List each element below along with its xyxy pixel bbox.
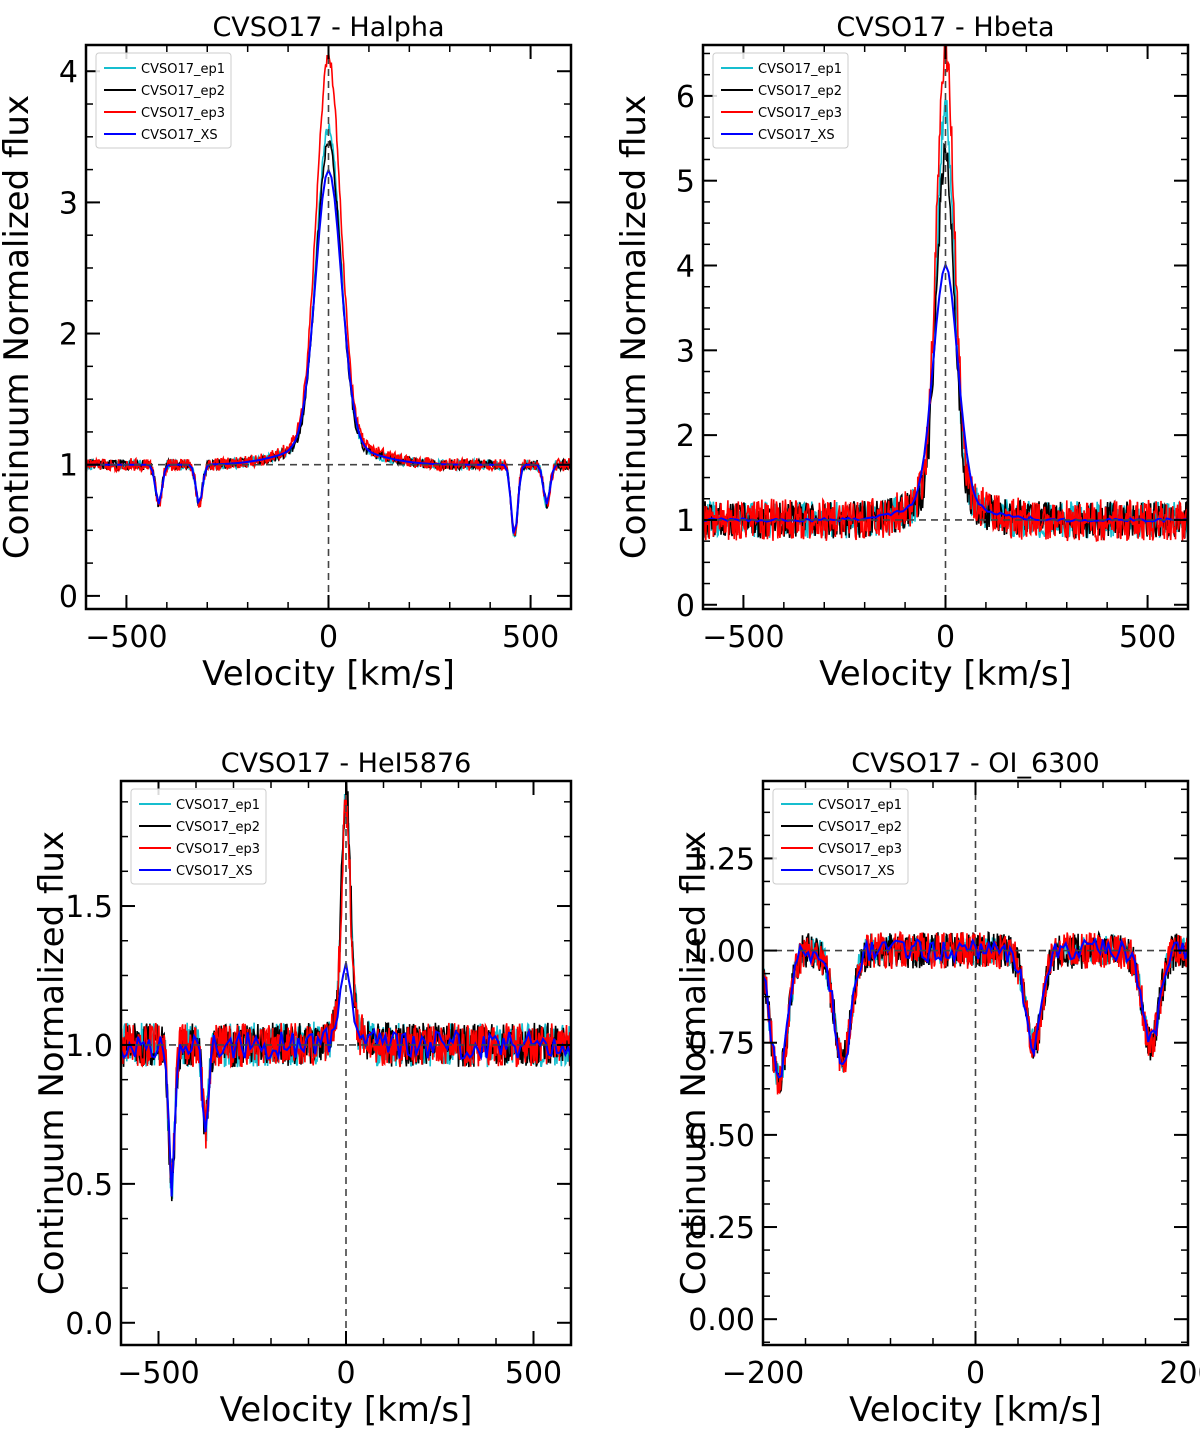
x-tick-label: 500 — [502, 620, 559, 655]
y-tick-label: 0.5 — [65, 1168, 113, 1203]
y-tick-label: 1.5 — [65, 890, 113, 925]
y-tick-label: 0 — [676, 589, 695, 624]
x-tick-label: −500 — [117, 1356, 199, 1391]
x-axis-label: Velocity [km/s] — [220, 1390, 473, 1430]
legend-label: CVSO17_ep2 — [176, 820, 260, 835]
x-tick-label: 500 — [505, 1356, 562, 1391]
legend-label: CVSO17_ep3 — [758, 106, 842, 121]
legend-label: CVSO17_ep1 — [176, 798, 260, 813]
legend-label: CVSO17_ep3 — [818, 842, 902, 857]
legend-label: CVSO17_XS — [141, 128, 218, 143]
y-tick-label: 5 — [676, 165, 695, 200]
legend-label: CVSO17_ep1 — [141, 62, 225, 77]
x-axis-label: Velocity [km/s] — [819, 654, 1072, 694]
legend: CVSO17_ep1 CVSO17_ep2 CVSO17_ep3 CVSO17_XS — [130, 788, 267, 885]
legend-label: CVSO17_ep2 — [141, 84, 225, 99]
legend-label: CVSO17_ep1 — [758, 62, 842, 77]
y-tick-label: 3 — [59, 186, 78, 221]
chart-title: CVSO17 - HeI5876 — [221, 748, 472, 779]
x-tick-label: 500 — [1119, 620, 1176, 655]
x-tick-label: 0 — [319, 620, 338, 655]
y-tick-label: 0 — [59, 580, 78, 615]
x-tick-label: −500 — [702, 620, 784, 655]
x-tick-label: 0 — [336, 1356, 355, 1391]
x-axis-label: Velocity [km/s] — [849, 1390, 1102, 1430]
y-tick-label: 2 — [59, 318, 78, 353]
plot-area — [763, 781, 1188, 1345]
legend-box — [95, 52, 232, 149]
series-line-CVSO17_XS — [763, 937, 1188, 1079]
y-axis-label: Continuum Normalized flux — [32, 831, 72, 1295]
y-tick-label: 6 — [676, 80, 695, 115]
x-tick-label: 200 — [1159, 1356, 1200, 1391]
y-tick-label: 1.25 — [688, 842, 755, 877]
y-tick-label: 0.25 — [688, 1211, 755, 1246]
y-axis-label: Continuum Normalized flux — [674, 831, 714, 1295]
y-tick-label: 0.50 — [688, 1119, 755, 1154]
y-tick-label: 0.0 — [65, 1307, 113, 1342]
x-tick-label: −200 — [722, 1356, 804, 1391]
chart-title: CVSO17 - Hbeta — [836, 12, 1054, 43]
x-tick-label: 0 — [936, 620, 955, 655]
y-axis-label: Continuum Normalized flux — [0, 95, 37, 559]
legend-label: CVSO17_XS — [758, 128, 835, 143]
series-line-CVSO17_ep1 — [86, 123, 571, 538]
x-tick-label: 0 — [966, 1356, 985, 1391]
legend-label: CVSO17_ep3 — [176, 842, 260, 857]
y-tick-label: 2 — [676, 419, 695, 454]
y-tick-label: 3 — [676, 334, 695, 369]
x-axis-label: Velocity [km/s] — [202, 654, 455, 694]
legend-label: CVSO17_ep2 — [818, 820, 902, 835]
legend: CVSO17_ep1 CVSO17_ep2 CVSO17_ep3 CVSO17_XS — [95, 52, 232, 149]
y-tick-label: 4 — [676, 250, 695, 285]
y-tick-label: 1.00 — [688, 935, 755, 970]
legend-label: CVSO17_ep3 — [141, 106, 225, 121]
legend-box — [712, 52, 849, 149]
y-tick-label: 0.00 — [688, 1303, 755, 1338]
legend-label: CVSO17_ep2 — [758, 84, 842, 99]
legend-box — [772, 788, 909, 885]
y-tick-label: 1 — [676, 504, 695, 539]
y-axis-label: Continuum Normalized flux — [614, 95, 654, 559]
legend-label: CVSO17_ep1 — [818, 798, 902, 813]
chart-title: CVSO17 - Halpha — [212, 12, 444, 43]
legend-box — [130, 788, 267, 885]
chart-panel-4: −200 0 200 0.00 0.25 0.50 0.75 1.00 1.25 CVSO17 -… — [674, 748, 1200, 1430]
chart-title: CVSO17 - OI_6300 — [851, 748, 1099, 779]
series-line-CVSO17_ep1 — [703, 98, 1188, 539]
chart-panel-3: −500 0 500 0.0 0.5 1.0 1.5 CVSO17 - HeI5876 Velo… — [32, 748, 573, 1430]
legend-label: CVSO17_XS — [176, 864, 253, 879]
legend: CVSO17_ep1 CVSO17_ep2 CVSO17_ep3 CVSO17_XS — [712, 52, 849, 149]
x-tick-label: −500 — [85, 620, 167, 655]
y-tick-label: 4 — [59, 55, 78, 90]
legend-label: CVSO17_XS — [818, 864, 895, 879]
y-tick-label: 1.0 — [65, 1029, 113, 1064]
y-tick-label: 0.75 — [688, 1027, 755, 1062]
y-tick-label: 1 — [59, 449, 78, 484]
legend: CVSO17_ep1 CVSO17_ep2 CVSO17_ep3 CVSO17_XS — [772, 788, 909, 885]
